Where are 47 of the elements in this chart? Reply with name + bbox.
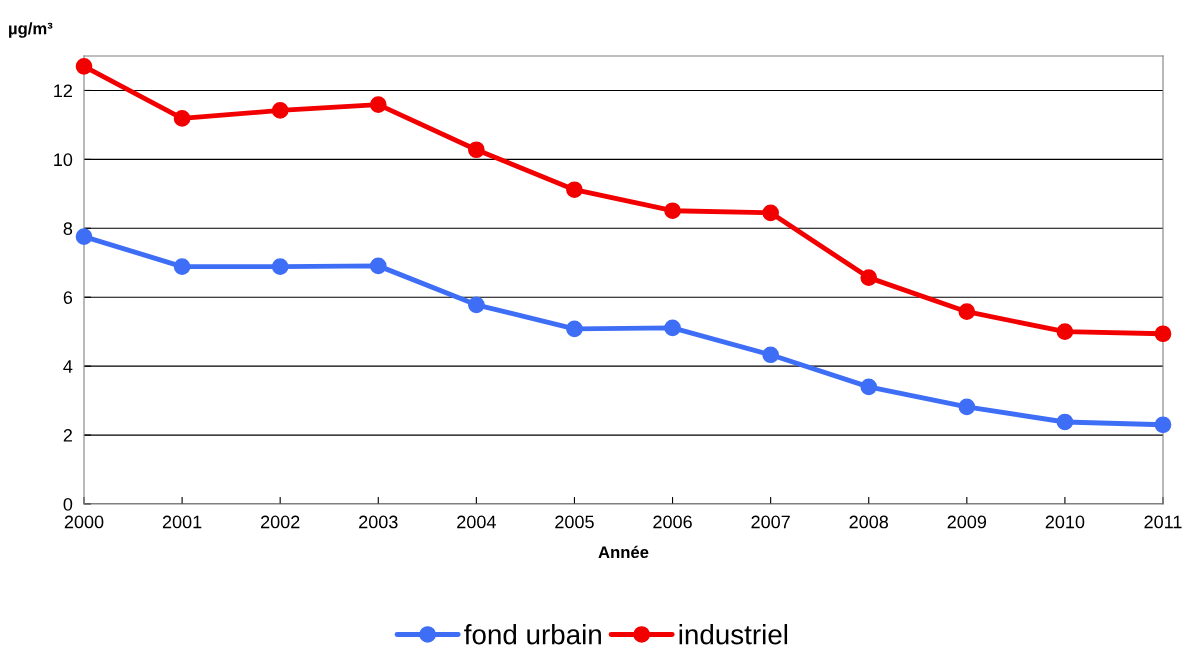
point [860,269,878,286]
point [762,346,779,364]
point [1154,416,1172,434]
point [762,204,779,222]
x-tick-label: 2009 [947,515,987,529]
point [566,181,583,199]
point [173,258,191,275]
point [271,258,289,275]
point [860,378,878,396]
y-axis-title: µg/m³ [9,22,53,38]
y-tick-label: 12 [54,84,72,97]
y-tick-label: 4 [63,360,73,373]
point [958,398,976,416]
point [566,320,583,338]
x-tick-label: 2011 [1144,515,1182,529]
point [664,319,681,337]
y-tick-label: 6 [63,291,73,304]
x-tick-label: 2008 [849,515,889,529]
y-tick-label: 8 [63,222,73,236]
point [1056,323,1074,341]
legend-label: industriel [679,624,788,645]
point [271,102,289,119]
point [75,58,93,75]
x-tick-label: 2001 [162,515,202,529]
point [369,257,387,275]
x-tick-label: 2004 [457,515,496,529]
point [468,141,485,159]
y-tick-label: 0 [63,497,73,511]
x-tick-label: 2002 [261,515,300,529]
legend-label: fond urbain [464,624,601,645]
point [75,228,93,245]
x-tick-label: 2000 [64,515,104,529]
x-tick-label: 2010 [1045,515,1085,529]
x-tick-label: 2005 [555,515,594,529]
point [369,96,387,113]
point [173,110,191,127]
y-tick-label: 10 [54,153,73,167]
point [664,202,681,220]
x-tick-label: 2007 [751,515,790,529]
point [468,296,485,314]
x-tick-label: 2006 [653,515,692,529]
x-axis-title: Année [598,545,649,559]
point [1154,325,1172,343]
point [958,303,976,321]
x-tick-label: 2003 [359,515,398,529]
point [1056,413,1074,431]
y-tick-label: 2 [63,429,72,442]
